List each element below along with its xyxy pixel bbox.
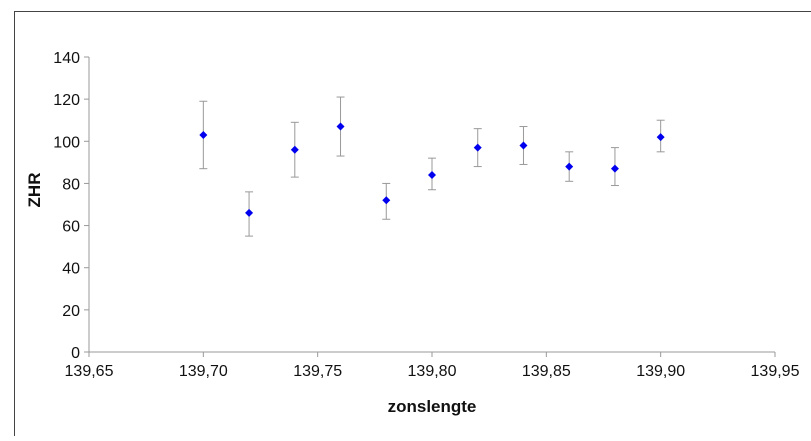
data-point bbox=[474, 144, 482, 152]
data-point bbox=[428, 171, 436, 179]
y-tick-label: 60 bbox=[62, 219, 80, 236]
data-point bbox=[519, 142, 527, 150]
y-tick-label: 100 bbox=[53, 134, 80, 151]
x-tick-label: 139,80 bbox=[408, 363, 457, 380]
data-point bbox=[199, 131, 207, 139]
x-tick-label: 139,65 bbox=[65, 363, 114, 380]
y-tick-label: 120 bbox=[53, 92, 80, 109]
y-tick-label: 40 bbox=[62, 261, 80, 278]
x-tick-label: 139,75 bbox=[293, 363, 342, 380]
data-point bbox=[337, 123, 345, 131]
x-tick-label: 139,90 bbox=[636, 363, 685, 380]
x-axis-label: zonslengte bbox=[388, 397, 477, 416]
data-point bbox=[245, 209, 253, 217]
x-tick-label: 139,95 bbox=[751, 363, 800, 380]
y-tick-label: 0 bbox=[71, 345, 80, 362]
y-axis-label: ZHR bbox=[25, 173, 44, 208]
x-tick-label: 139,70 bbox=[179, 363, 228, 380]
data-point bbox=[291, 146, 299, 154]
axes: 0 20 40 60 80 100 120 140 139,65 139,70 139,75 139,… bbox=[53, 50, 799, 380]
y-tick-label: 140 bbox=[53, 50, 80, 67]
data-point bbox=[382, 196, 390, 204]
plot-marks bbox=[199, 97, 664, 236]
x-tick-label: 139,85 bbox=[522, 363, 571, 380]
y-tick-label: 20 bbox=[62, 303, 80, 320]
data-point bbox=[657, 133, 665, 141]
y-tick-label: 80 bbox=[62, 176, 80, 193]
data-point bbox=[565, 163, 573, 171]
data-point bbox=[611, 165, 619, 173]
